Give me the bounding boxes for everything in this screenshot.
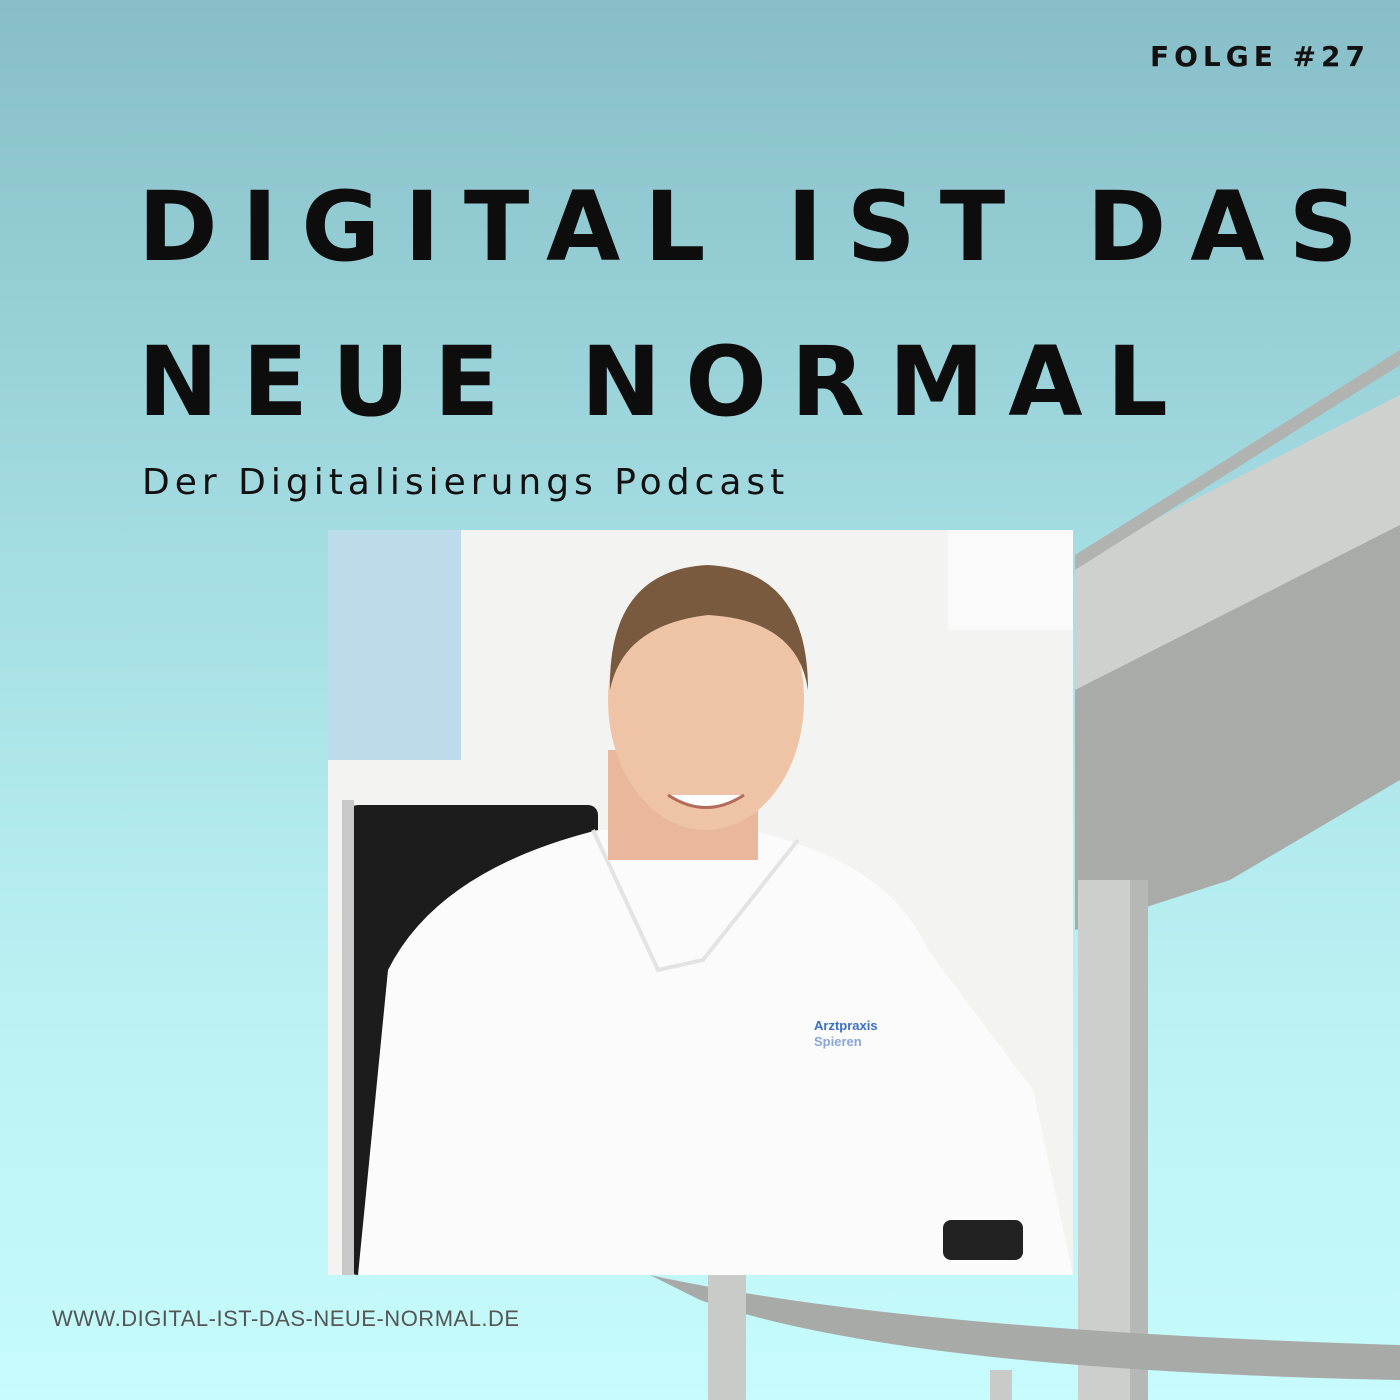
title-line-2: NEUE NORMAL [138, 326, 1192, 438]
podcast-subtitle: Der Digitalisierungs Podcast [142, 462, 790, 503]
title-line-1: DIGITAL IST DAS [138, 171, 1382, 283]
shirt-logo: Arztpraxis Spieren [814, 1018, 878, 1050]
shirt-logo-line-1: Arztpraxis [814, 1018, 878, 1033]
podcast-title: DIGITAL IST DAS NEUE NORMAL [138, 150, 1382, 460]
episode-number: FOLGE #27 [1149, 40, 1370, 73]
guest-portrait [328, 530, 1073, 1275]
website-link[interactable]: WWW.DIGITAL-IST-DAS-NEUE-NORMAL.DE [52, 1306, 520, 1331]
shirt-logo-line-2: Spieren [814, 1034, 862, 1049]
guest-photo: Arztpraxis Spieren [328, 530, 1073, 1275]
